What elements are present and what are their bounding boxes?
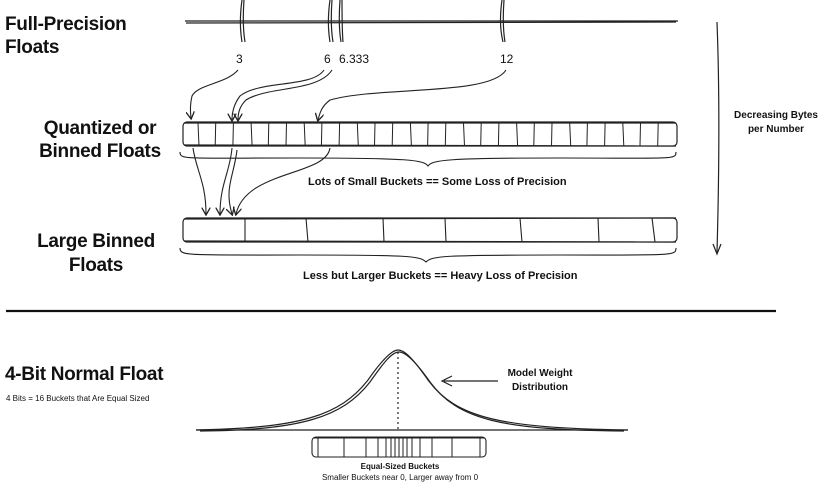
value-label-12: 12	[500, 52, 514, 66]
value-ticks	[239, 0, 506, 43]
bucket-divider	[391, 122, 394, 147]
normal-distribution-curve	[195, 349, 629, 432]
nf4-buckets-line1: Equal-Sized Buckets	[360, 462, 440, 471]
bucket-divider	[267, 122, 270, 147]
weight-label-line2: Distribution	[511, 382, 569, 393]
section-divider	[5, 309, 777, 313]
bucket-divider	[639, 122, 641, 147]
value-label-3: 3	[236, 52, 243, 66]
side-label-line2: per Number	[747, 124, 805, 135]
full-precision-line	[185, 20, 678, 24]
bucket-divider	[427, 122, 429, 147]
bucket-divider	[285, 122, 287, 147]
weight-label-line1: Model Weight	[507, 368, 573, 379]
quantized-title-line2: Binned Floats	[39, 141, 161, 162]
full-precision-title-line1: Full-Precision	[5, 14, 127, 35]
nf4-buckets-line2: Smaller Buckets near 0, Larger away from…	[321, 473, 479, 482]
weight-arrow	[440, 375, 498, 387]
bucket-divider	[533, 122, 535, 147]
bucket-divider	[303, 122, 306, 147]
bucket-divider	[657, 122, 659, 147]
bucket-divider	[516, 122, 519, 147]
bucket-divider	[338, 122, 341, 147]
bucket-divider	[551, 122, 553, 147]
decreasing-bytes-arrow	[712, 21, 722, 256]
bucket-divider	[604, 122, 606, 147]
large-binned-bar	[182, 217, 678, 243]
mapping-arrows-bottom	[192, 147, 331, 214]
large-binned-title-line2: Floats	[68, 255, 124, 276]
bucket-divider	[497, 122, 500, 147]
bucket-divider	[356, 122, 359, 147]
value-label-6: 6	[324, 52, 331, 66]
bucket-divider	[197, 122, 200, 147]
value-label-6333: 6.333	[339, 52, 370, 66]
quantized-bucket-lines	[197, 122, 659, 147]
bucket-divider	[250, 122, 253, 147]
large-brace	[179, 247, 677, 263]
large-binned-title-line1: Large Binned	[37, 231, 155, 252]
bucket-divider	[214, 122, 217, 147]
bucket-divider	[232, 122, 234, 147]
full-precision-title-line2: Floats	[5, 37, 60, 58]
bucket-divider	[463, 122, 465, 147]
bucket-divider	[586, 122, 588, 147]
bucket-divider	[480, 122, 482, 147]
bucket-divider	[622, 122, 625, 147]
quantized-caption: Lots of Small Buckets == Some Loss of Pr…	[308, 176, 567, 188]
quantized-bar	[182, 121, 678, 147]
bucket-divider	[569, 122, 572, 147]
bucket-divider	[444, 122, 447, 147]
large-binned-caption: Less but Larger Buckets == Heavy Loss of…	[303, 270, 578, 282]
mapping-arrows-top	[190, 69, 507, 120]
quantized-title-line1: Quantized or	[43, 118, 157, 139]
bucket-divider	[409, 122, 412, 147]
side-label-line1: Decreasing Bytes	[734, 110, 818, 121]
nf4-bucket-lines	[317, 438, 481, 457]
quantized-brace	[179, 151, 677, 167]
nf4-title: 4-Bit Normal Float	[5, 364, 164, 385]
bucket-divider	[320, 122, 323, 147]
bucket-divider	[374, 122, 376, 147]
large-bucket-lines	[244, 217, 656, 243]
nf4-subtitle: 4 Bits = 16 Buckets that Are Equal Sized	[6, 394, 150, 403]
